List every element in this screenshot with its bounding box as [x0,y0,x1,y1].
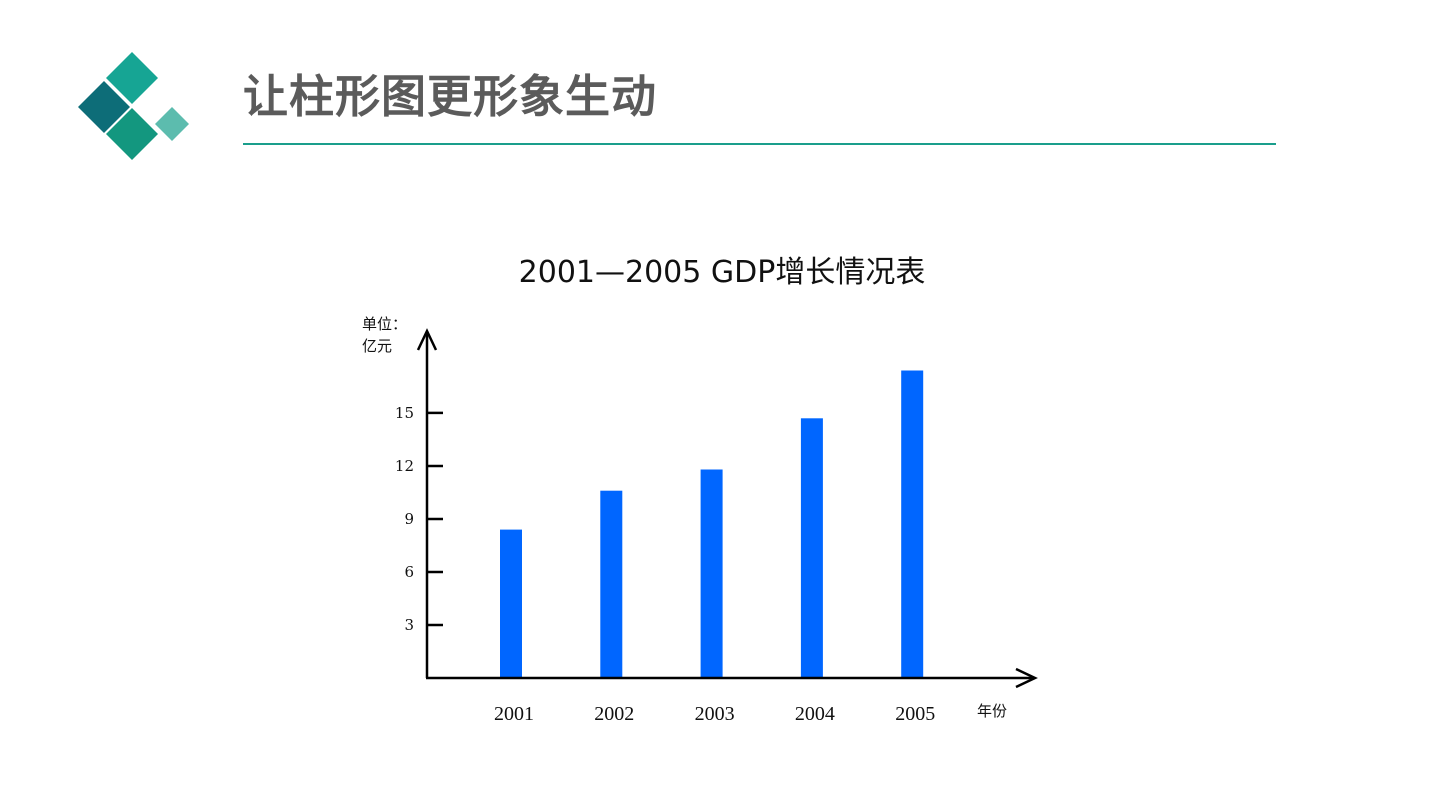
bar-2005 [901,370,924,678]
logo-block-small [155,107,189,141]
y-tick-label-12: 12 [395,457,414,475]
x-categories-layer: 2001 2002 2003 2004 2005 [494,703,935,725]
logo-block-left [78,81,130,133]
bar-2001 [500,529,522,678]
diamond-blocks-logo [78,52,189,160]
x-category-label-2002: 2002 [594,703,634,725]
y-axis-unit-label: 单位： [362,315,407,333]
y-tick-label-3: 3 [404,616,414,634]
y-axis-unit-label-line2: 亿元 [362,337,392,355]
x-axis-arrow [1015,667,1038,689]
logo-block-bottom [106,108,158,160]
bars-layer [500,370,924,678]
x-axis-label: 年份 [977,702,1007,720]
chart-title: 2001—2005 GDP增长情况表 [519,255,926,290]
x-category-label-2003: 2003 [695,703,735,725]
bar-2002 [600,490,623,678]
y-ticks-layer: 3 6 9 12 15 [395,404,443,634]
y-tick-label-15: 15 [395,404,414,422]
y-tick-label-9: 9 [404,510,414,528]
page-title: 让柱形图更形象生动 [243,70,658,123]
x-category-label-2001: 2001 [494,703,534,725]
logo-block-top [106,52,158,104]
y-tick-label-6: 6 [404,563,414,581]
x-category-label-2005: 2005 [895,703,935,725]
bar-2004 [800,418,823,678]
x-category-label-2004: 2004 [795,703,835,725]
y-axis-arrow [416,328,438,351]
title-divider [243,143,1276,145]
bar-2003 [700,469,723,678]
